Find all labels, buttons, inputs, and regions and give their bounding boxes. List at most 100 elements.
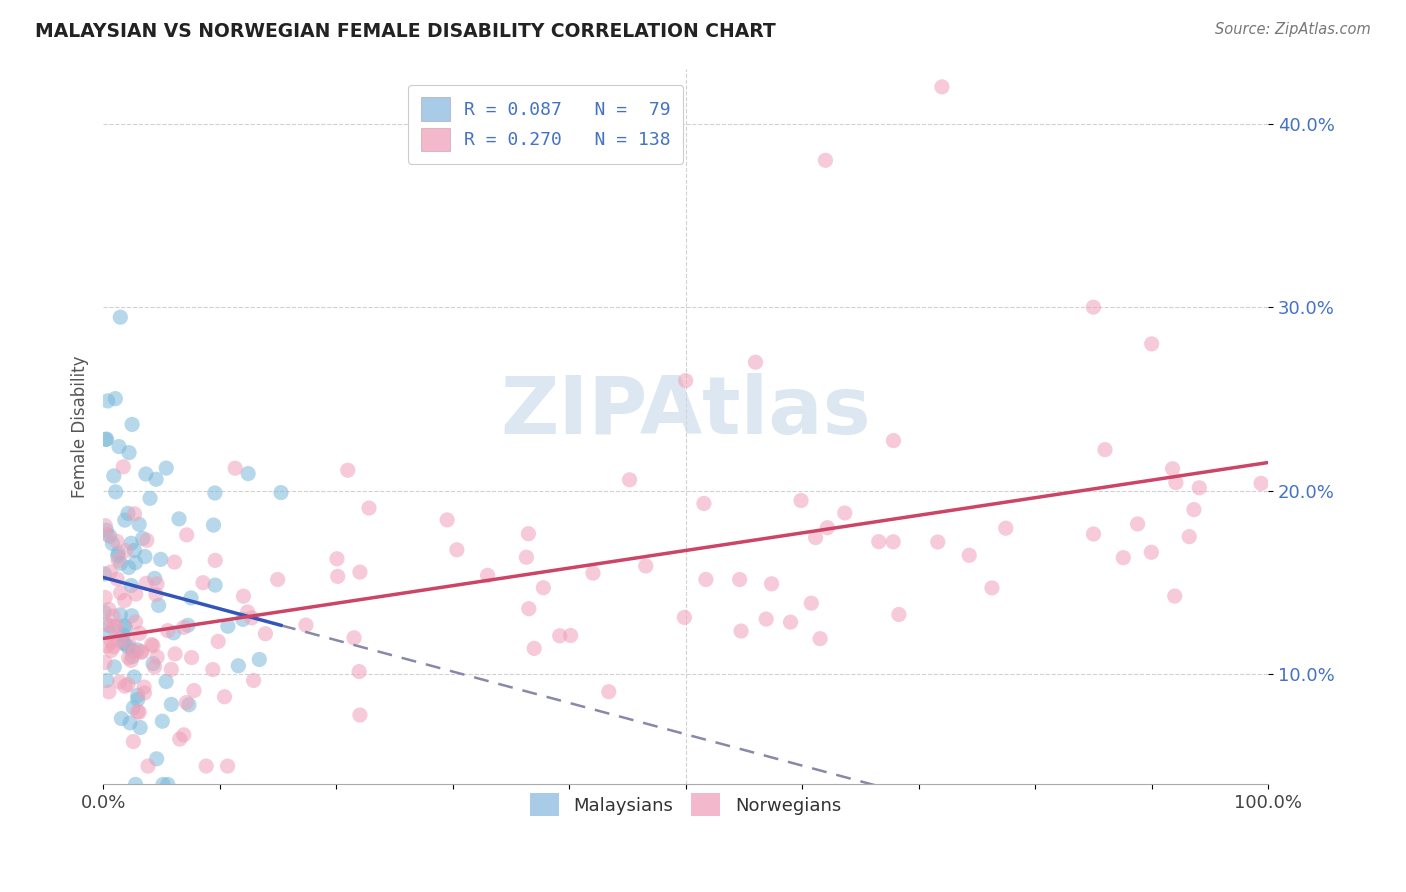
Point	[127, 643, 149, 657]
Point	[104, 484, 127, 499]
Point	[994, 521, 1017, 535]
Point	[882, 534, 904, 549]
Point	[163, 555, 186, 569]
Point	[97, 393, 120, 408]
Point	[135, 576, 157, 591]
Point	[114, 637, 136, 651]
Point	[207, 634, 229, 648]
Point	[868, 534, 890, 549]
Point	[477, 568, 499, 582]
Point	[108, 440, 131, 454]
Point	[148, 599, 170, 613]
Point	[517, 526, 540, 541]
Point	[598, 684, 620, 698]
Point	[121, 417, 143, 432]
Point	[146, 650, 169, 665]
Point	[112, 459, 135, 474]
Point	[145, 472, 167, 486]
Point	[247, 652, 270, 666]
Point	[132, 532, 155, 546]
Point	[93, 566, 115, 581]
Point	[97, 685, 120, 699]
Point	[128, 626, 150, 640]
Legend: Malaysians, Norwegians: Malaysians, Norwegians	[522, 784, 851, 825]
Point	[177, 698, 200, 712]
Point	[124, 615, 146, 629]
Point	[120, 578, 142, 592]
Point	[548, 629, 571, 643]
Point	[174, 696, 197, 710]
Point	[834, 506, 856, 520]
Point	[128, 517, 150, 532]
Point	[582, 566, 605, 581]
Point	[254, 626, 277, 640]
Point	[117, 650, 139, 665]
Point	[107, 546, 129, 560]
Point	[142, 657, 165, 671]
Point	[160, 698, 183, 712]
Point	[1140, 545, 1163, 559]
Point	[523, 641, 546, 656]
Point	[326, 551, 349, 566]
Point	[242, 673, 264, 688]
Point	[155, 461, 177, 475]
Point	[236, 605, 259, 619]
Point	[98, 529, 121, 543]
Point	[169, 732, 191, 747]
Point	[195, 759, 218, 773]
Point	[693, 496, 716, 510]
Point	[120, 653, 142, 667]
Point	[117, 677, 139, 691]
Text: MALAYSIAN VS NORWEGIAN FEMALE DISABILITY CORRELATION CHART: MALAYSIAN VS NORWEGIAN FEMALE DISABILITY…	[35, 22, 776, 41]
Point	[436, 513, 458, 527]
Point	[127, 692, 149, 706]
Point	[122, 700, 145, 714]
Point	[114, 513, 136, 527]
Point	[217, 759, 239, 773]
Point	[1188, 481, 1211, 495]
Point	[112, 618, 135, 632]
Point	[173, 728, 195, 742]
Point	[156, 624, 179, 638]
Point	[790, 493, 813, 508]
Point	[191, 575, 214, 590]
Text: Source: ZipAtlas.com: Source: ZipAtlas.com	[1215, 22, 1371, 37]
Point	[173, 620, 195, 634]
Point	[160, 662, 183, 676]
Point	[98, 626, 121, 640]
Point	[204, 553, 226, 567]
Point	[176, 528, 198, 542]
Point	[100, 643, 122, 657]
Point	[118, 445, 141, 459]
Point	[94, 617, 117, 632]
Point	[204, 578, 226, 592]
Point	[183, 683, 205, 698]
Point	[121, 608, 143, 623]
Point	[93, 606, 115, 620]
Point	[744, 355, 766, 369]
Point	[105, 572, 128, 586]
Point	[129, 721, 152, 735]
Point	[232, 589, 254, 603]
Point	[1164, 589, 1187, 603]
Point	[114, 593, 136, 607]
Point	[131, 645, 153, 659]
Point	[114, 543, 136, 558]
Point	[112, 636, 135, 650]
Point	[804, 531, 827, 545]
Point	[560, 628, 582, 642]
Point	[755, 612, 778, 626]
Point	[134, 549, 156, 564]
Point	[94, 656, 117, 670]
Point	[143, 571, 166, 585]
Point	[135, 533, 157, 548]
Point	[96, 639, 118, 653]
Point	[101, 536, 124, 550]
Point	[167, 512, 190, 526]
Point	[815, 521, 838, 535]
Point	[110, 557, 132, 571]
Point	[104, 392, 127, 406]
Point	[1094, 442, 1116, 457]
Point	[236, 467, 259, 481]
Point	[128, 705, 150, 719]
